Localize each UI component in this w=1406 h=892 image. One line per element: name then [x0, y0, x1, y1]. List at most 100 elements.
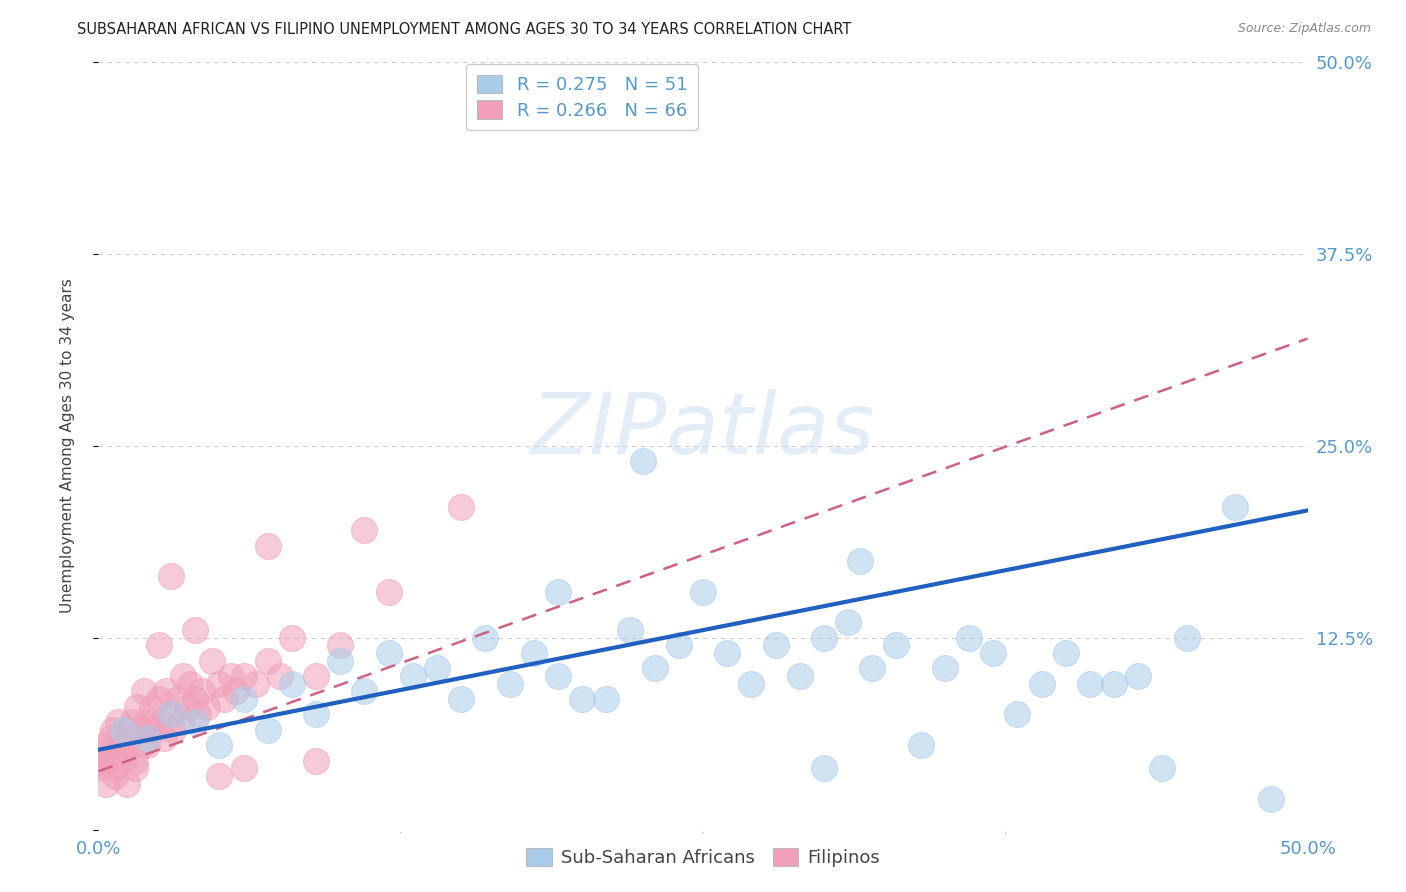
Point — [329, 639, 352, 653]
Point — [305, 754, 328, 768]
Point — [208, 677, 231, 691]
Point — [135, 731, 157, 745]
Point — [837, 615, 859, 630]
Point — [450, 692, 472, 706]
Point — [1007, 707, 1029, 722]
Point — [765, 639, 787, 653]
Point — [221, 669, 243, 683]
Point — [631, 454, 654, 468]
Point — [232, 761, 254, 775]
Point — [184, 623, 207, 637]
Point — [111, 754, 134, 768]
Point — [1223, 500, 1246, 515]
Point — [426, 661, 449, 675]
Point — [135, 738, 157, 752]
Point — [108, 738, 131, 752]
Point — [547, 584, 569, 599]
Point — [187, 707, 209, 722]
Point — [212, 692, 235, 706]
Legend: Sub-Saharan Africans, Filipinos: Sub-Saharan Africans, Filipinos — [519, 840, 887, 874]
Point — [910, 738, 932, 752]
Point — [668, 639, 690, 653]
Point — [90, 754, 112, 768]
Point — [1152, 761, 1174, 775]
Point — [402, 669, 425, 683]
Point — [195, 699, 218, 714]
Point — [107, 715, 129, 730]
Point — [305, 707, 328, 722]
Point — [179, 677, 201, 691]
Point — [269, 669, 291, 683]
Point — [860, 661, 883, 675]
Point — [849, 554, 872, 568]
Point — [329, 654, 352, 668]
Point — [111, 723, 134, 737]
Point — [135, 715, 157, 730]
Point — [91, 761, 114, 775]
Point — [138, 723, 160, 737]
Point — [1260, 792, 1282, 806]
Point — [201, 654, 224, 668]
Point — [619, 623, 641, 637]
Point — [523, 646, 546, 660]
Point — [94, 776, 117, 790]
Point — [101, 723, 124, 737]
Point — [256, 654, 278, 668]
Point — [353, 684, 375, 698]
Point — [177, 699, 200, 714]
Point — [1102, 677, 1125, 691]
Point — [1054, 646, 1077, 660]
Y-axis label: Unemployment Among Ages 30 to 34 years: Unemployment Among Ages 30 to 34 years — [60, 278, 75, 614]
Point — [1128, 669, 1150, 683]
Point — [121, 715, 143, 730]
Point — [281, 631, 304, 645]
Point — [160, 707, 183, 722]
Point — [111, 746, 134, 760]
Text: SUBSAHARAN AFRICAN VS FILIPINO UNEMPLOYMENT AMONG AGES 30 TO 34 YEARS CORRELATIO: SUBSAHARAN AFRICAN VS FILIPINO UNEMPLOYM… — [77, 22, 852, 37]
Point — [150, 715, 173, 730]
Point — [172, 669, 194, 683]
Point — [90, 746, 112, 760]
Point — [740, 677, 762, 691]
Point — [169, 715, 191, 730]
Point — [134, 684, 156, 698]
Point — [160, 569, 183, 583]
Point — [225, 684, 247, 698]
Point — [232, 692, 254, 706]
Point — [789, 669, 811, 683]
Point — [232, 669, 254, 683]
Point — [1175, 631, 1198, 645]
Text: ZIPatlas: ZIPatlas — [531, 389, 875, 472]
Point — [131, 738, 153, 752]
Point — [143, 723, 166, 737]
Point — [716, 646, 738, 660]
Point — [281, 677, 304, 691]
Point — [571, 692, 593, 706]
Point — [353, 524, 375, 538]
Point — [100, 754, 122, 768]
Point — [117, 738, 139, 752]
Point — [813, 761, 835, 775]
Point — [813, 631, 835, 645]
Point — [104, 761, 127, 775]
Point — [117, 776, 139, 790]
Point — [245, 677, 267, 691]
Point — [162, 723, 184, 737]
Point — [118, 723, 141, 737]
Point — [474, 631, 496, 645]
Point — [256, 723, 278, 737]
Point — [934, 661, 956, 675]
Point — [208, 769, 231, 783]
Point — [498, 677, 520, 691]
Point — [160, 707, 183, 722]
Point — [100, 731, 122, 745]
Point — [377, 584, 399, 599]
Point — [644, 661, 666, 675]
Point — [148, 639, 170, 653]
Point — [124, 754, 146, 768]
Point — [886, 639, 908, 653]
Point — [377, 646, 399, 660]
Point — [547, 669, 569, 683]
Point — [191, 684, 214, 698]
Point — [148, 692, 170, 706]
